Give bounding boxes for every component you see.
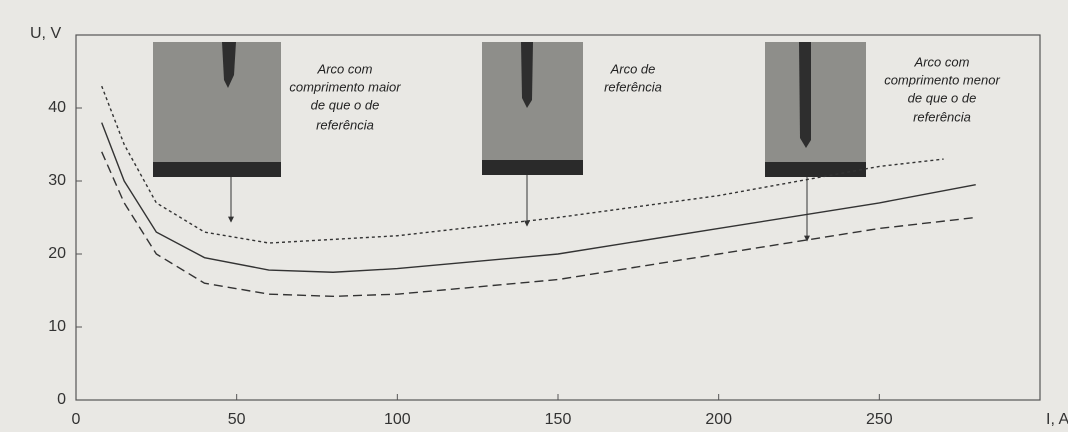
x-tick-label: 250 bbox=[866, 411, 893, 428]
annotation: Arco com bbox=[317, 61, 373, 76]
annotation: referência bbox=[604, 79, 662, 94]
y-tick-label: 40 bbox=[48, 99, 66, 116]
inset-photo bbox=[765, 42, 866, 177]
annotation: referência bbox=[316, 117, 374, 132]
y-tick-label: 30 bbox=[48, 172, 66, 189]
y-tick-label: 0 bbox=[57, 391, 66, 408]
line-series bbox=[101, 122, 976, 273]
annotation: de que o de bbox=[311, 97, 380, 112]
annotation: de que o de bbox=[908, 90, 977, 105]
annotation: referência bbox=[913, 109, 971, 124]
x-tick-label: 50 bbox=[228, 411, 246, 428]
x-tick-label: 0 bbox=[72, 411, 81, 428]
annotation: Arco de bbox=[610, 61, 656, 76]
x-tick-label: 200 bbox=[705, 411, 732, 428]
y-axis-label: U, V bbox=[30, 25, 61, 42]
x-tick-label: 100 bbox=[384, 411, 411, 428]
annotation: comprimento maior bbox=[289, 79, 401, 94]
x-axis-label: I, A bbox=[1046, 411, 1068, 428]
inset-photo bbox=[153, 42, 281, 177]
line-series bbox=[101, 85, 944, 244]
annotation: Arco com bbox=[914, 54, 970, 69]
annotation: comprimento menor bbox=[884, 72, 1000, 87]
y-tick-label: 20 bbox=[48, 245, 66, 262]
line-series bbox=[101, 151, 976, 298]
x-tick-label: 150 bbox=[545, 411, 572, 428]
y-tick-label: 10 bbox=[48, 318, 66, 335]
inset-photo bbox=[482, 42, 583, 175]
